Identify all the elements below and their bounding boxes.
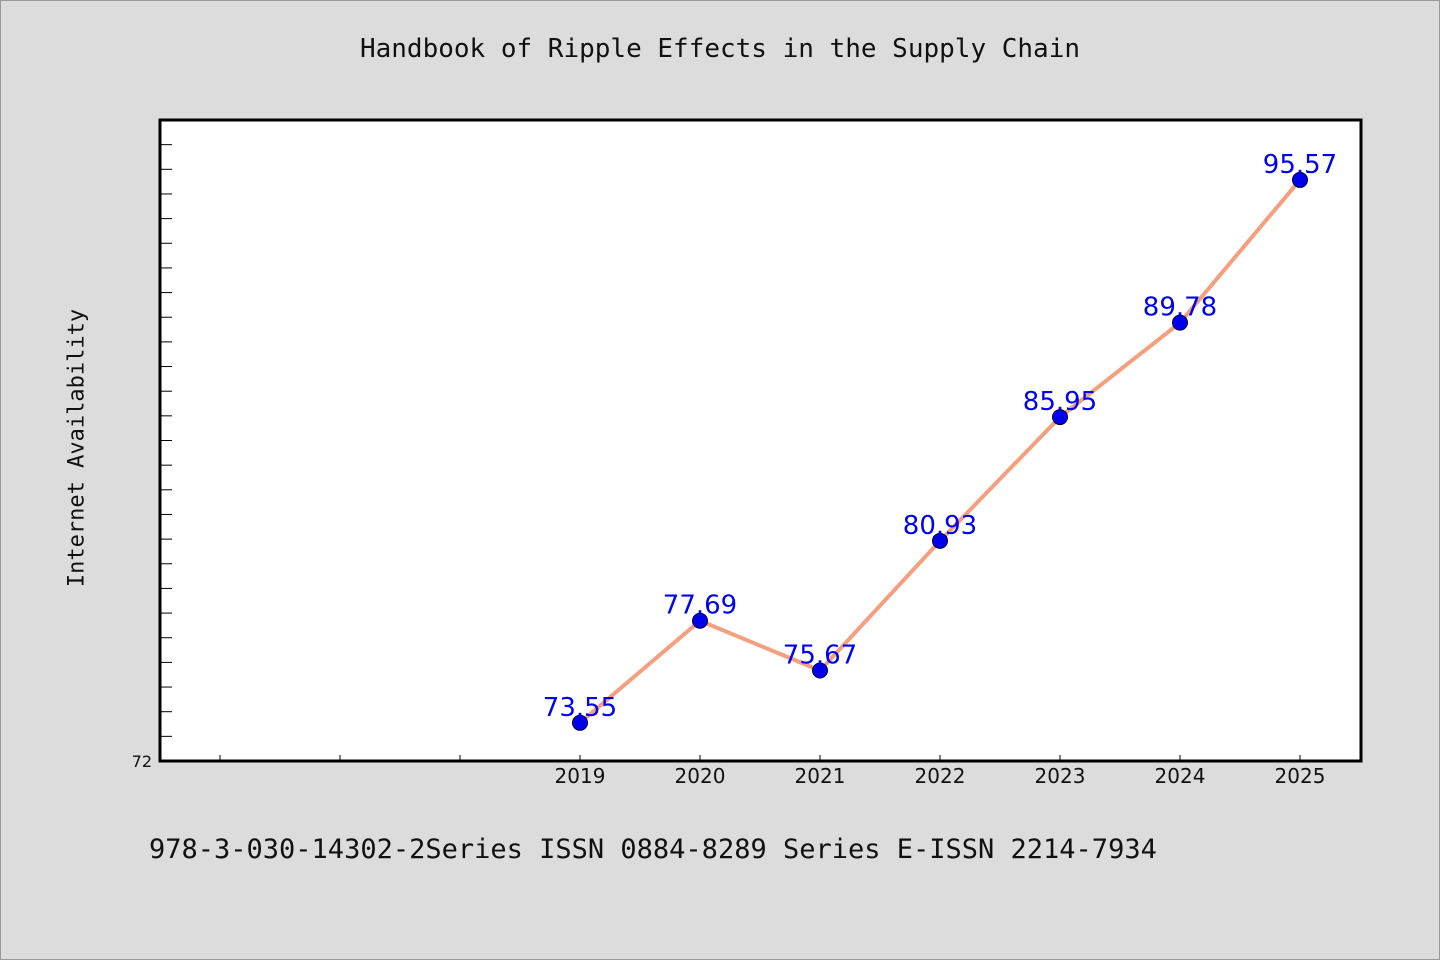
x-tick-label: 2019 <box>555 764 606 788</box>
data-point <box>812 662 828 679</box>
data-label: 80.93 <box>903 511 977 541</box>
data-label: 85.95 <box>1023 387 1097 417</box>
data-label-layer: 73.55 77.69 75.67 80.93 85.95 89.78 95.57 <box>543 150 1337 723</box>
data-label: 89.78 <box>1143 293 1217 323</box>
plot-area <box>158 118 1363 763</box>
data-point <box>572 714 588 731</box>
series-layer <box>572 171 1308 731</box>
x-tick-label: 2021 <box>795 764 846 788</box>
y-axis-ticks: 72 <box>132 144 172 771</box>
y-tick-label: 72 <box>132 752 152 771</box>
data-label: 73.55 <box>543 693 617 723</box>
data-label: 77.69 <box>663 591 737 621</box>
footer-text: 978-3-030-14302-2Series ISSN 0884-8289 S… <box>149 834 1157 865</box>
x-tick-label: 2020 <box>675 764 726 788</box>
data-point <box>1292 171 1308 188</box>
x-tick-label: 2025 <box>1275 764 1326 788</box>
x-axis-ticks: 2019 2020 2021 2022 2023 2024 2025 <box>219 755 1326 788</box>
data-point <box>932 532 948 549</box>
data-point <box>1172 314 1188 331</box>
chart-title: Handbook of Ripple Effects in the Supply… <box>359 34 1081 64</box>
data-point <box>692 612 708 629</box>
x-tick-label: 2022 <box>915 764 966 788</box>
data-label: 95.57 <box>1263 150 1337 180</box>
data-point <box>1052 409 1068 426</box>
data-label: 75.67 <box>783 641 857 671</box>
x-tick-label: 2024 <box>1155 764 1206 788</box>
x-tick-label: 2023 <box>1035 764 1086 788</box>
